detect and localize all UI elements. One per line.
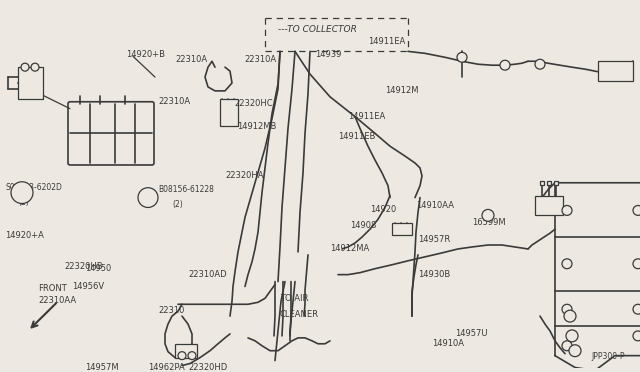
- Text: JPP300-P: JPP300-P: [591, 352, 625, 360]
- Bar: [392, 223, 412, 235]
- Text: 14920: 14920: [370, 205, 396, 214]
- Text: 14920+A: 14920+A: [5, 231, 44, 240]
- Text: 14957U: 14957U: [455, 330, 488, 339]
- Circle shape: [11, 182, 33, 203]
- Bar: [18, 67, 43, 99]
- Circle shape: [178, 352, 186, 360]
- Bar: [598, 61, 633, 81]
- Text: 22320HA: 22320HA: [225, 171, 264, 180]
- FancyBboxPatch shape: [68, 102, 154, 165]
- Text: 22310: 22310: [158, 306, 184, 315]
- Text: 14957R: 14957R: [418, 235, 451, 244]
- Circle shape: [535, 59, 545, 69]
- Circle shape: [457, 52, 467, 62]
- Text: S08363-6202D: S08363-6202D: [5, 183, 62, 192]
- Text: 22310A: 22310A: [158, 97, 190, 106]
- Text: 22320HC: 22320HC: [234, 99, 273, 108]
- Text: 22320HB: 22320HB: [64, 262, 102, 271]
- Text: 14911EB: 14911EB: [338, 132, 376, 141]
- Bar: [220, 99, 238, 126]
- Circle shape: [138, 188, 158, 208]
- Text: (2): (2): [18, 198, 29, 207]
- Circle shape: [633, 331, 640, 341]
- Text: 14920+B: 14920+B: [126, 50, 165, 59]
- Circle shape: [633, 205, 640, 215]
- Text: 22310AD: 22310AD: [188, 270, 227, 279]
- Text: 14962PA: 14962PA: [148, 363, 185, 372]
- Circle shape: [633, 259, 640, 269]
- Text: 22310A: 22310A: [244, 55, 276, 64]
- Text: 14910AA: 14910AA: [416, 201, 454, 210]
- Text: 14930B: 14930B: [418, 270, 451, 279]
- Text: 14939: 14939: [315, 50, 341, 59]
- Bar: [540, 181, 544, 185]
- Text: 14912M: 14912M: [385, 86, 419, 95]
- Text: S: S: [20, 190, 24, 196]
- Text: 22320HD: 22320HD: [188, 363, 227, 372]
- Text: (2): (2): [172, 200, 183, 209]
- Text: FRONT: FRONT: [38, 284, 67, 293]
- Circle shape: [564, 310, 576, 322]
- Text: 14912MA: 14912MA: [330, 244, 369, 253]
- Circle shape: [562, 304, 572, 314]
- Circle shape: [188, 352, 196, 360]
- Circle shape: [633, 304, 640, 314]
- Text: 14911EA: 14911EA: [368, 37, 405, 46]
- Text: 16599M: 16599M: [472, 218, 506, 227]
- Text: ---TO COLLECTOR: ---TO COLLECTOR: [278, 25, 357, 34]
- Circle shape: [500, 60, 510, 70]
- Circle shape: [562, 341, 572, 351]
- Text: 22310AA: 22310AA: [38, 296, 76, 305]
- Circle shape: [21, 63, 29, 71]
- Text: B08156-61228: B08156-61228: [158, 185, 214, 194]
- Text: 14956V: 14956V: [72, 282, 104, 291]
- Text: 14911EA: 14911EA: [348, 112, 385, 121]
- Bar: [554, 181, 558, 185]
- Text: 14950: 14950: [85, 264, 111, 273]
- Bar: [175, 344, 197, 357]
- Text: 14957M: 14957M: [85, 363, 118, 372]
- Circle shape: [562, 259, 572, 269]
- Text: TO AIR: TO AIR: [280, 294, 308, 303]
- Text: 14910A: 14910A: [432, 339, 464, 348]
- Circle shape: [562, 205, 572, 215]
- Text: CLEANER: CLEANER: [280, 310, 319, 319]
- Circle shape: [482, 209, 494, 221]
- Text: 22310A: 22310A: [175, 55, 207, 64]
- Circle shape: [569, 345, 581, 357]
- Circle shape: [31, 63, 39, 71]
- Text: B: B: [146, 195, 150, 201]
- Bar: [547, 181, 551, 185]
- Bar: [535, 196, 563, 215]
- Text: 14912MB: 14912MB: [237, 122, 276, 131]
- Circle shape: [566, 330, 578, 342]
- Text: 14908: 14908: [350, 221, 376, 230]
